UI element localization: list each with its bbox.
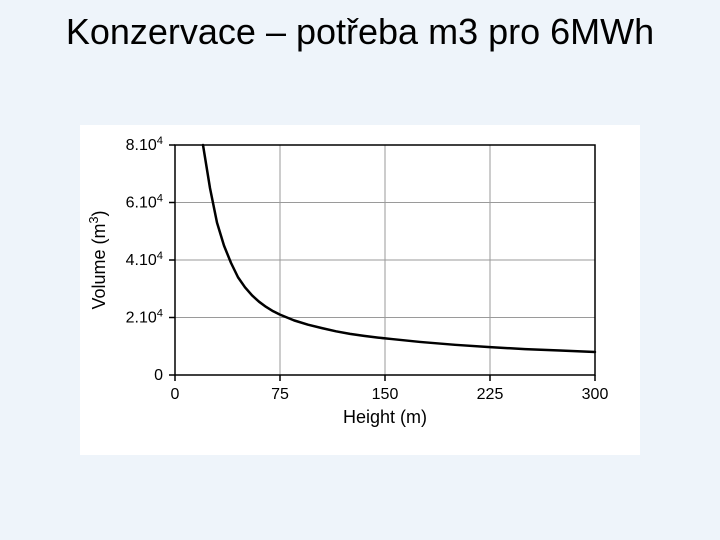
chart-container: 07515022530002.1044.1046.1048.104Height … [80, 125, 640, 455]
svg-text:Height (m): Height (m) [343, 407, 427, 427]
page-title: Konzervace – potřeba m3 pro 6MWh [0, 0, 720, 53]
svg-text:0: 0 [171, 386, 180, 403]
slide: Konzervace – potřeba m3 pro 6MWh 0 75 150 2… [0, 0, 720, 540]
svg-text:Volume (m3): Volume (m3) [87, 210, 109, 309]
svg-text:0: 0 [154, 367, 163, 384]
svg-text:300: 300 [582, 386, 609, 403]
svg-text:225: 225 [477, 386, 504, 403]
volume-height-chart: 07515022530002.1044.1046.1048.104Height … [80, 125, 640, 455]
svg-text:75: 75 [271, 386, 289, 403]
svg-text:150: 150 [372, 386, 399, 403]
